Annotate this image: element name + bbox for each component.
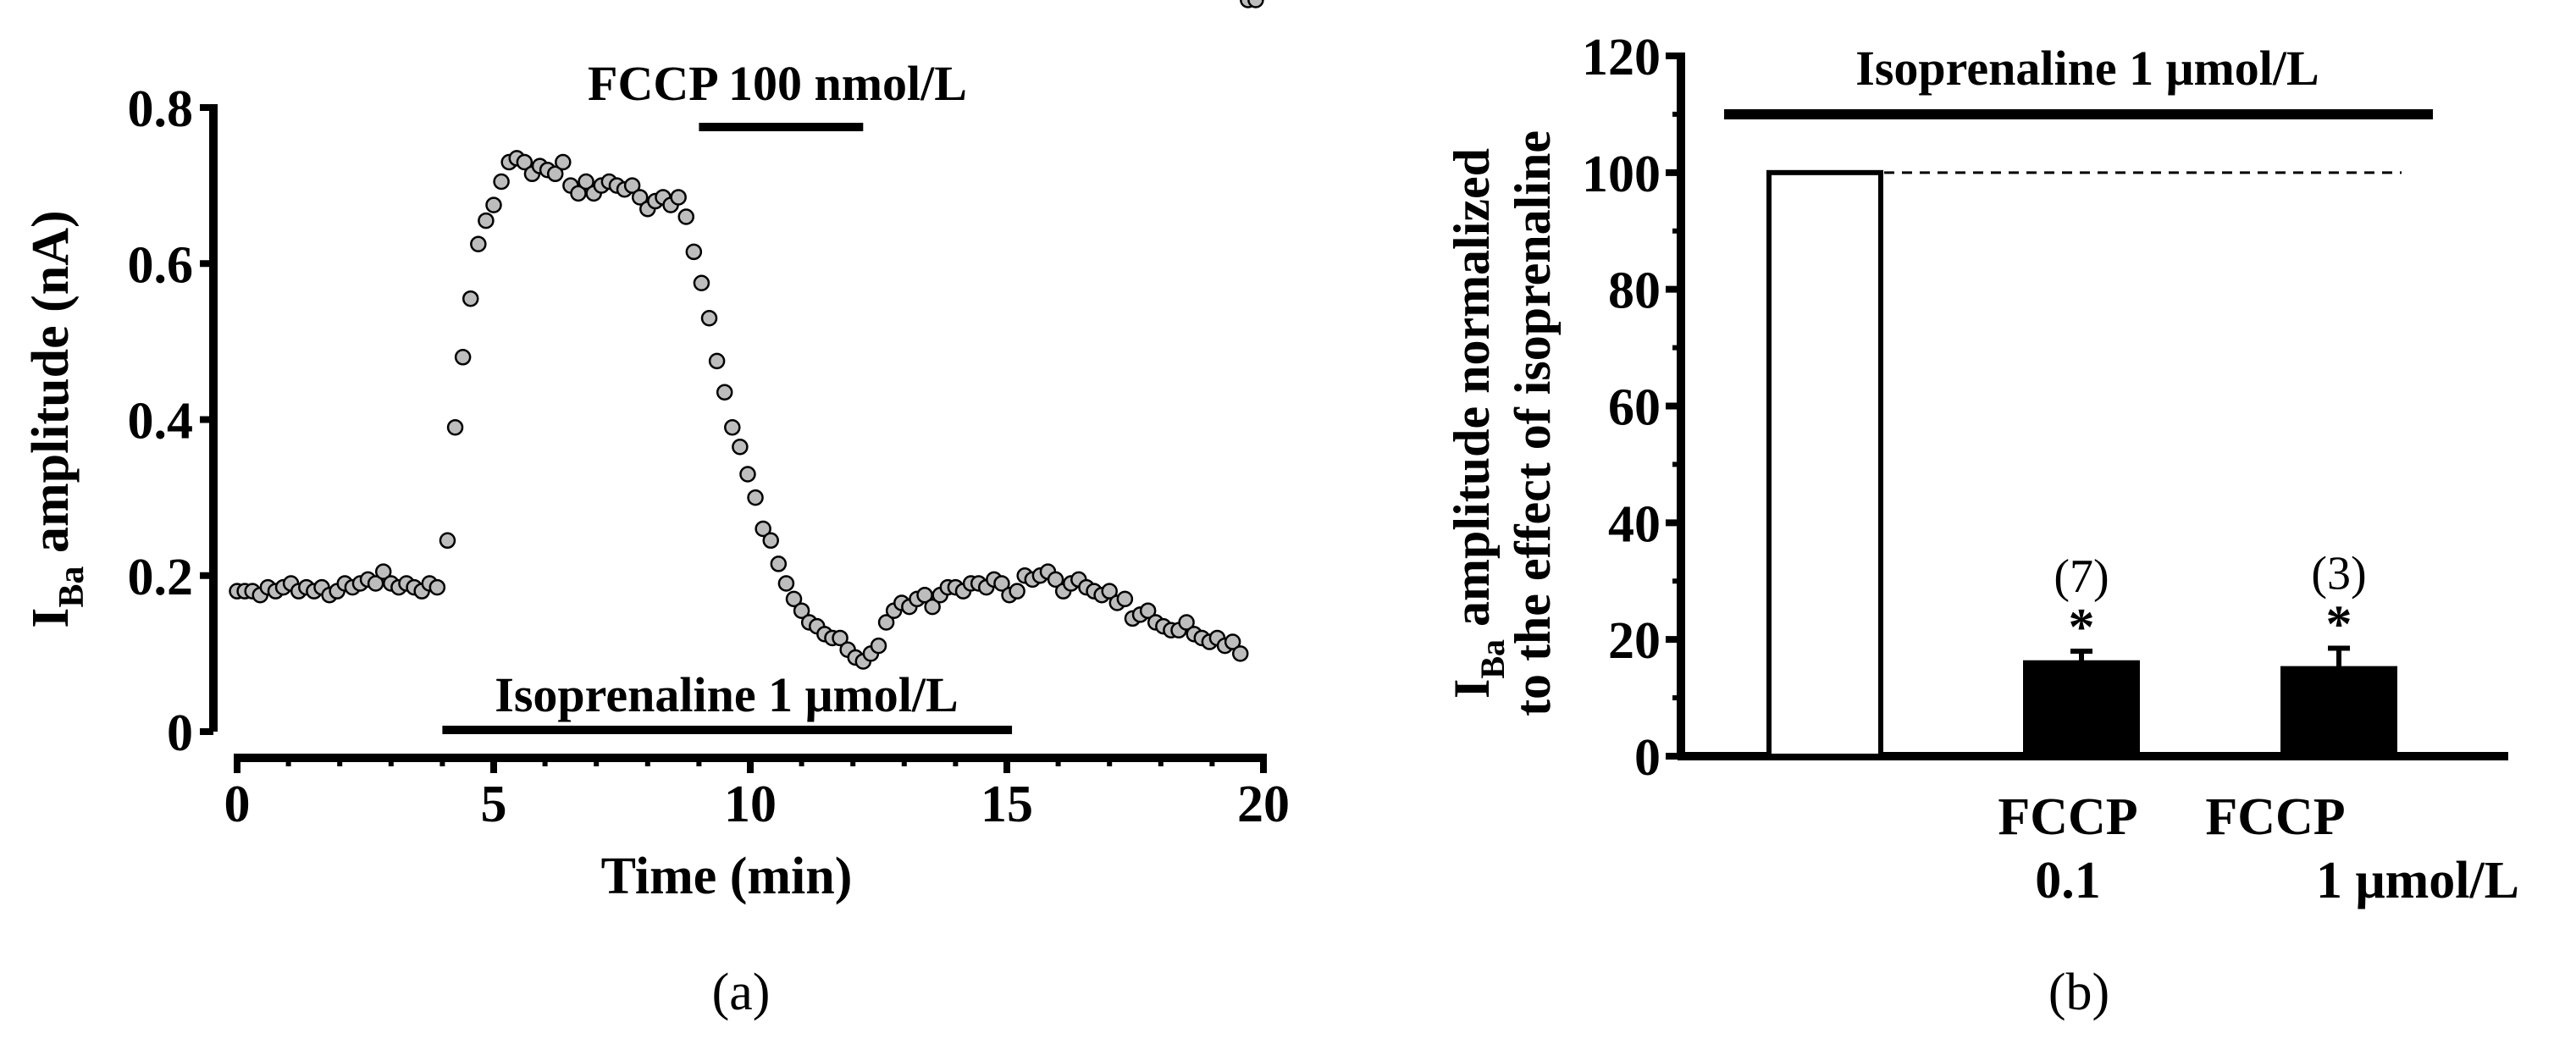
panel-a-data-point [578, 173, 594, 191]
panel-a-y-tick-label: 0 [167, 705, 193, 762]
panel-a-data-point [1139, 602, 1157, 619]
panel-a-data-point [546, 165, 564, 183]
panel-a-treatment-bars: FCCP 100 nmol/L Isoprenaline 1 μmol/L [442, 56, 1013, 734]
panel-b-isoprenaline-label: Isoprenaline 1 μmol/L [1855, 41, 2319, 96]
panel-b-label: (b) [2048, 964, 2109, 1021]
panel-a-data-point [693, 274, 710, 292]
panel-a-data-point [677, 208, 694, 225]
panel-a-data-point [1224, 633, 1241, 650]
panel-a-data-point [1178, 614, 1195, 631]
panel-a-data-point [516, 153, 533, 171]
panel-b-significance-marker: * [2069, 599, 2095, 656]
panel-a-data-point [747, 489, 764, 506]
panel-a-y-ticks: 0 0.2 0.4 0.6 0.8 [128, 80, 213, 762]
panel-a-data-point [700, 309, 718, 327]
panel-b-category-label-line2: 1 μmol/L [2316, 852, 2519, 909]
panel-a-data-point [793, 602, 810, 619]
panel-a-data-point [724, 418, 741, 436]
panel-a-data-point [623, 177, 641, 194]
panel-a-data-point [716, 384, 733, 401]
panel-a-time-course: 0 0.2 0.4 0.6 0.8 0 5 10 15 20 FCCP 100 nmol/L Is… [22, 0, 1290, 1021]
panel-a-y-tick-label: 0.2 [128, 549, 194, 606]
panel-b-n-label: (7) [2054, 550, 2109, 603]
panel-a-data-point [478, 212, 495, 229]
panel-a-data-point [439, 532, 456, 550]
panel-b-category-label-line2: 0.1 [2035, 852, 2101, 909]
panel-a-y-tick-label: 0.6 [128, 236, 194, 294]
panel-a-data-point [993, 575, 1010, 592]
panel-a-data-point [732, 438, 749, 456]
panel-a-data-point [462, 290, 479, 307]
panel-a-data-point [555, 153, 572, 171]
panel-a-data-point [670, 189, 687, 206]
panel-a-data-point [755, 520, 771, 538]
panel-b-y-tick-label: 100 [1582, 146, 1661, 203]
panel-a-data-point [1009, 583, 1025, 600]
panel-a-data-point [1247, 0, 1264, 8]
panel-b-y-tick-label: 20 [1608, 612, 1661, 670]
panel-b-y-axis-label-line2: to the effect of isoprenaline [1505, 130, 1561, 716]
panel-b-significance-marker: * [2326, 596, 2352, 654]
panel-b-y-axis-label-line1: IBa amplitude normalized [1444, 148, 1512, 699]
panel-a-x-tick-label: 15 [981, 776, 1033, 833]
panel-b-bars: *(7)*(3) [1766, 169, 2397, 760]
panel-a-data-point [428, 578, 446, 596]
panel-a-data-point [770, 555, 788, 572]
panel-a-label: (a) [712, 964, 771, 1021]
panel-a-data-point [832, 629, 849, 647]
panel-a-data-point [762, 532, 779, 550]
panel-a-data-point [454, 349, 472, 366]
panel-a-data-point [631, 189, 649, 206]
panel-a-y-tick-label: 0.4 [128, 393, 194, 450]
panel-b-y-tick-label: 60 [1608, 379, 1661, 437]
panel-a-data-point [485, 196, 502, 213]
panel-a-data-point [785, 590, 803, 608]
panel-a-data-point [739, 466, 756, 483]
panel-a-data-point [1116, 590, 1134, 608]
panel-a-data-point [708, 352, 726, 370]
panel-a-x-axis-label: Time (min) [601, 848, 853, 905]
panel-b-bar [1766, 169, 1883, 760]
panel-b-n-label: (3) [2311, 548, 2366, 600]
panel-a-y-tick-label: 0.8 [128, 80, 194, 138]
panel-a-data-point [493, 173, 510, 191]
panel-a-x-ticks: 0 5 10 15 20 [224, 758, 1290, 833]
panel-b-y-tick-label: 0 [1634, 729, 1661, 787]
panel-a-data-point [1101, 583, 1118, 600]
panel-b-y-tick-label: 120 [1582, 29, 1661, 86]
panel-a-treatment-label: FCCP 100 nmol/L [588, 56, 967, 111]
panel-b-bar [2280, 666, 2397, 759]
panel-a-y-axis-label: IBa amplitude (nA) [22, 210, 91, 627]
panel-a-data-point [1231, 645, 1249, 662]
panel-a-x-tick-label: 20 [1237, 776, 1290, 833]
panel-b-bar [2023, 660, 2140, 760]
panel-b-y-ticks: 0 20 40 60 80 100 120 [1582, 29, 1681, 787]
panel-a-data-point [924, 598, 941, 616]
panel-a-data-points [229, 0, 1264, 670]
panel-a-data-point [446, 418, 464, 436]
panel-a-data-point [777, 575, 795, 592]
panel-a-x-tick-label: 5 [481, 776, 507, 833]
panel-b-category-label-line1: FCCP [2205, 788, 2345, 846]
panel-b-y-tick-label: 80 [1608, 263, 1661, 320]
panel-a-data-point [870, 637, 887, 655]
panel-b-category-labels: FCCP 0.1 FCCP 1 μmol/L [1998, 788, 2519, 909]
panel-a-data-point [877, 614, 895, 631]
panel-a-data-point [1047, 571, 1064, 589]
panel-a-x-tick-label: 10 [724, 776, 777, 833]
panel-a-treatment-label: Isoprenaline 1 μmol/L [495, 667, 958, 722]
panel-a-data-point [374, 563, 392, 580]
panel-b-y-tick-label: 40 [1608, 495, 1661, 553]
panel-a-data-point [470, 235, 487, 252]
panel-a-axes [209, 104, 1267, 762]
panel-a-x-tick-label: 0 [224, 776, 251, 833]
panel-a-data-point [685, 243, 703, 261]
panel-b-category-label-line1: FCCP [1998, 788, 2137, 846]
